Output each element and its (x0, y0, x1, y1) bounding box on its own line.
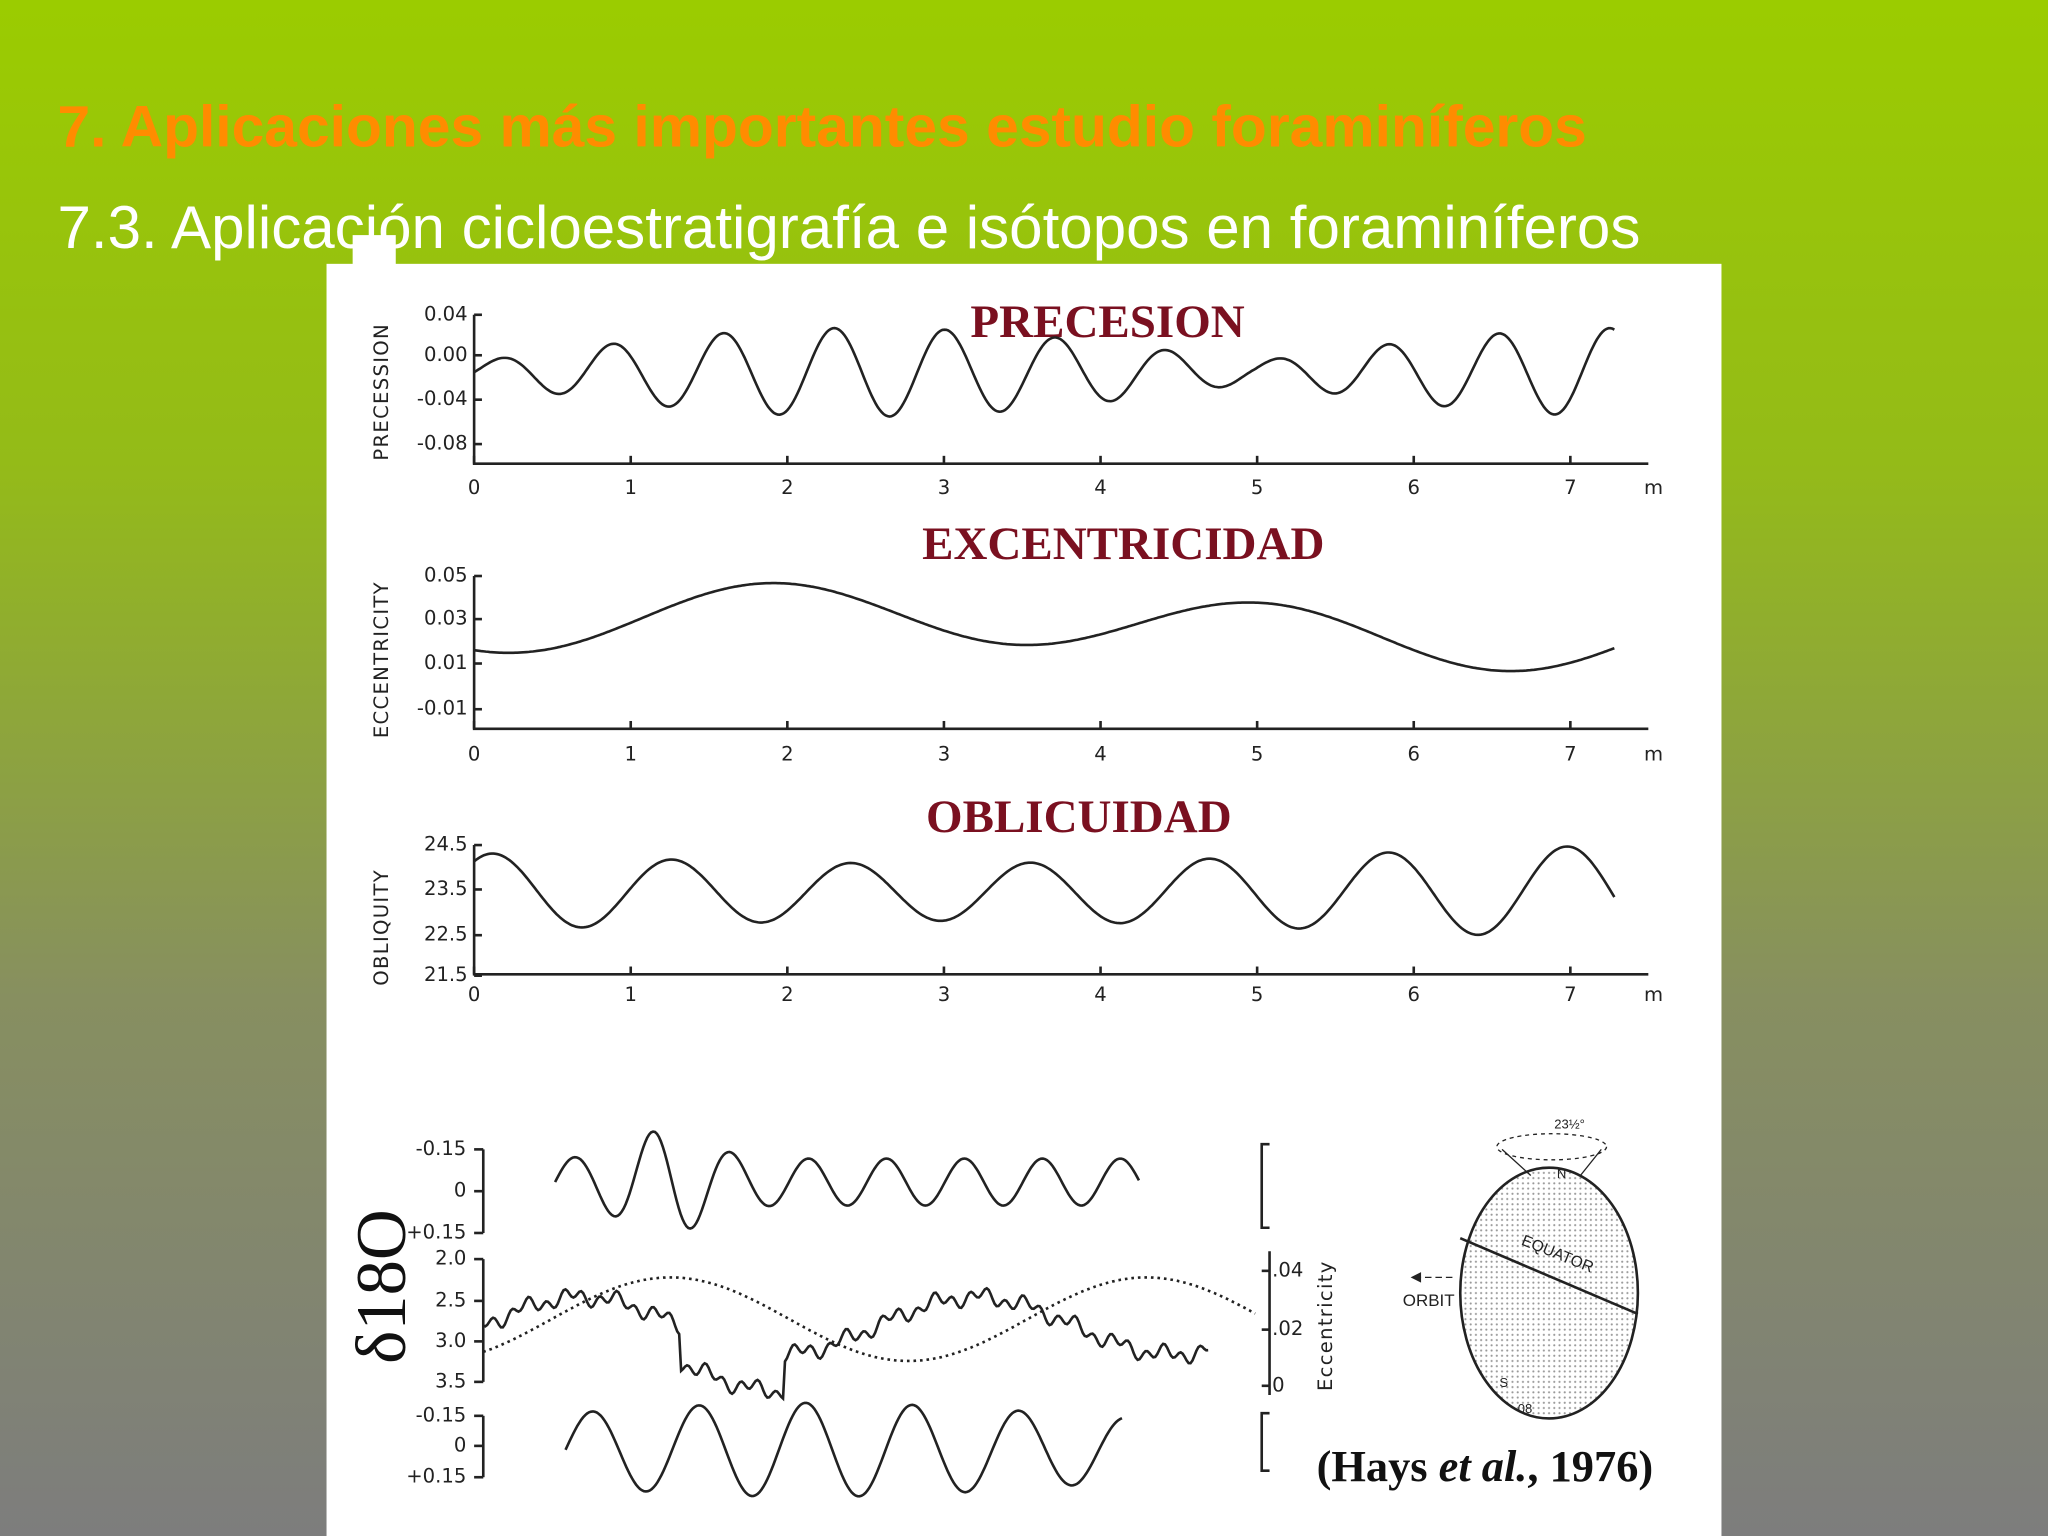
y-tick-label: 0.01 (424, 651, 468, 674)
y-tick-label: 0.03 (424, 607, 468, 630)
slide-subtitle: 7.3. Aplicación cicloestratigrafía e isó… (57, 194, 1640, 261)
panel-heading: PRECESION (970, 296, 1244, 348)
y-tick-label: +0.15 (406, 1465, 466, 1488)
citation-year: , 1976) (1527, 1441, 1653, 1491)
x-tick-label: 5 (1251, 476, 1263, 499)
x-tick-label: 3 (938, 476, 950, 499)
panel-heading: OBLICUIDAD (926, 791, 1232, 843)
y-tick-label: 3.5 (435, 1369, 466, 1392)
y-tick-label: 22.5 (424, 923, 468, 946)
x-tick-label: 0 (468, 983, 480, 1006)
x-tick-label: 4 (1094, 983, 1106, 1006)
y-tick-label: 24.5 (424, 833, 468, 856)
figure-notch (352, 235, 396, 275)
curve (553, 1130, 1141, 1230)
x-tick-label: 7 (1564, 476, 1576, 499)
y2-tick-label: 0 (1272, 1373, 1284, 1396)
y2-tick-label: .02 (1272, 1317, 1303, 1340)
curve (482, 1276, 1256, 1363)
axis-label: OBLIQUITY (370, 869, 393, 986)
globe (1458, 1166, 1640, 1420)
x-unit: m (1644, 983, 1663, 1006)
axis-label: PRECESSION (370, 323, 393, 461)
curve (473, 326, 1615, 418)
orbit-label: ORBIT (1403, 1291, 1455, 1310)
y-tick-label: -0.15 (416, 1403, 467, 1426)
x-tick-label: 6 (1408, 983, 1420, 1006)
x-tick-label: 2 (781, 476, 793, 499)
x-tick-label: 5 (1251, 983, 1263, 1006)
x-unit: m (1644, 742, 1663, 765)
tilt-cone (1496, 1133, 1608, 1161)
x-tick-label: 3 (938, 983, 950, 1006)
south-label: S (1499, 1375, 1508, 1390)
y-tick-label: 0.05 (424, 564, 468, 587)
curve (473, 581, 1615, 673)
x-tick-label: 6 (1408, 476, 1420, 499)
north-label: N (1557, 1166, 1566, 1181)
slide-title: 7. Aplicaciones más importantes estudio … (57, 94, 1586, 159)
bracket (1260, 1142, 1270, 1472)
x-tick-label: 1 (624, 983, 636, 1006)
y-tick-label: 0.00 (424, 343, 468, 366)
citation-etal: et al. (1439, 1441, 1528, 1491)
x-tick-label: 0 (468, 742, 480, 765)
y-tick-label: 0 (454, 1433, 466, 1456)
figure: ORBIT EQUATOR N S 23½° 08 (Hays et al., … (343, 296, 1663, 1498)
y-label: δ18O (343, 1209, 421, 1364)
y-tick-label: 2.5 (435, 1288, 466, 1311)
x-tick-label: 2 (781, 983, 793, 1006)
equator-line (1459, 1237, 1639, 1316)
curve (473, 845, 1616, 937)
arrow-head (1410, 1272, 1422, 1283)
x-tick-label: 3 (938, 742, 950, 765)
y2-tick-label: .04 (1272, 1258, 1303, 1281)
y-tick-label: -0.01 (417, 697, 468, 720)
x-tick-label: 4 (1094, 742, 1106, 765)
y-tick-label: 0.04 (424, 302, 468, 325)
y-tick-label: -0.08 (417, 432, 468, 455)
cone-line (1579, 1148, 1602, 1176)
y-tick-label: -0.15 (416, 1137, 467, 1160)
x-unit: m (1644, 476, 1663, 499)
tilt-label: 23½° (1554, 1116, 1585, 1131)
x-tick-label: 4 (1094, 476, 1106, 499)
y2-label: Eccentricity (1314, 1260, 1337, 1391)
curve (564, 1401, 1123, 1498)
y-tick-label: 2.0 (435, 1247, 466, 1270)
citation: (Hays et al., 1976) (1317, 1441, 1654, 1491)
y-tick-label: -0.04 (417, 387, 468, 410)
y-tick-label: 21.5 (424, 963, 468, 986)
y-tick-label: 3.0 (435, 1329, 466, 1352)
x-tick-label: 1 (624, 742, 636, 765)
angle-label: 08 (1518, 1401, 1533, 1416)
x-tick-label: 5 (1251, 742, 1263, 765)
citation-author: (Hays (1317, 1441, 1439, 1491)
curve (482, 1286, 1209, 1402)
y-tick-label: +0.15 (406, 1220, 466, 1243)
axis-label: ECCENTRICITY (370, 581, 393, 738)
x-tick-label: 7 (1564, 983, 1576, 1006)
x-tick-label: 7 (1564, 742, 1576, 765)
y-tick-label: 0 (454, 1179, 466, 1202)
cone-line (1501, 1148, 1532, 1176)
x-tick-label: 6 (1408, 742, 1420, 765)
panel-heading: EXCENTRICIDAD (922, 518, 1324, 570)
x-tick-label: 2 (781, 742, 793, 765)
x-tick-label: 0 (468, 476, 480, 499)
x-tick-label: 1 (624, 476, 636, 499)
y-tick-label: 23.5 (424, 877, 468, 900)
